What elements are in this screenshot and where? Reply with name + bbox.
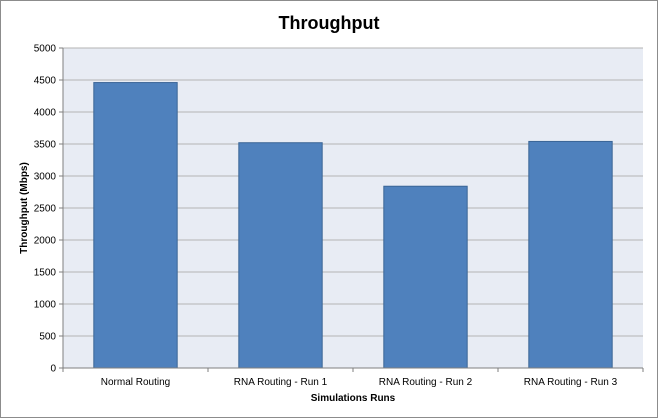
y-tick-label: 4500 bbox=[34, 76, 57, 87]
y-tick-labels: 0 500 1000 1500 2000 2500 3000 3500 4000 4500 5000 bbox=[34, 44, 57, 375]
x-tick-label: RNA Routing - Run 3 bbox=[524, 377, 618, 388]
chart-title: Throughput bbox=[279, 13, 380, 33]
bar bbox=[528, 140, 613, 369]
bar bbox=[93, 82, 178, 369]
y-tick-label: 5000 bbox=[34, 44, 57, 55]
axes bbox=[59, 47, 644, 372]
x-tick-label: Normal Routing bbox=[101, 377, 170, 388]
bars bbox=[93, 82, 613, 369]
y-tick-label: 3500 bbox=[34, 140, 57, 151]
x-axis-title: Simulations Runs bbox=[311, 393, 396, 404]
y-axis-title: Throughput (Mbps) bbox=[19, 162, 30, 254]
y-tick-label: 2500 bbox=[34, 204, 57, 215]
y-tick-label: 2000 bbox=[34, 236, 57, 247]
y-tick-label: 3000 bbox=[34, 172, 57, 183]
y-tick-label: 500 bbox=[39, 332, 56, 343]
bar bbox=[383, 185, 468, 369]
y-tick-label: 0 bbox=[50, 364, 56, 375]
y-tick-label: 4000 bbox=[34, 108, 57, 119]
y-tick-label: 1000 bbox=[34, 300, 57, 311]
y-tick-label: 1500 bbox=[34, 268, 57, 279]
x-tick-labels: Normal Routing RNA Routing - Run 1 RNA Rou… bbox=[101, 377, 618, 388]
x-tick-label: RNA Routing - Run 1 bbox=[234, 377, 328, 388]
bar bbox=[238, 142, 323, 369]
x-tick-label: RNA Routing - Run 2 bbox=[379, 377, 473, 388]
